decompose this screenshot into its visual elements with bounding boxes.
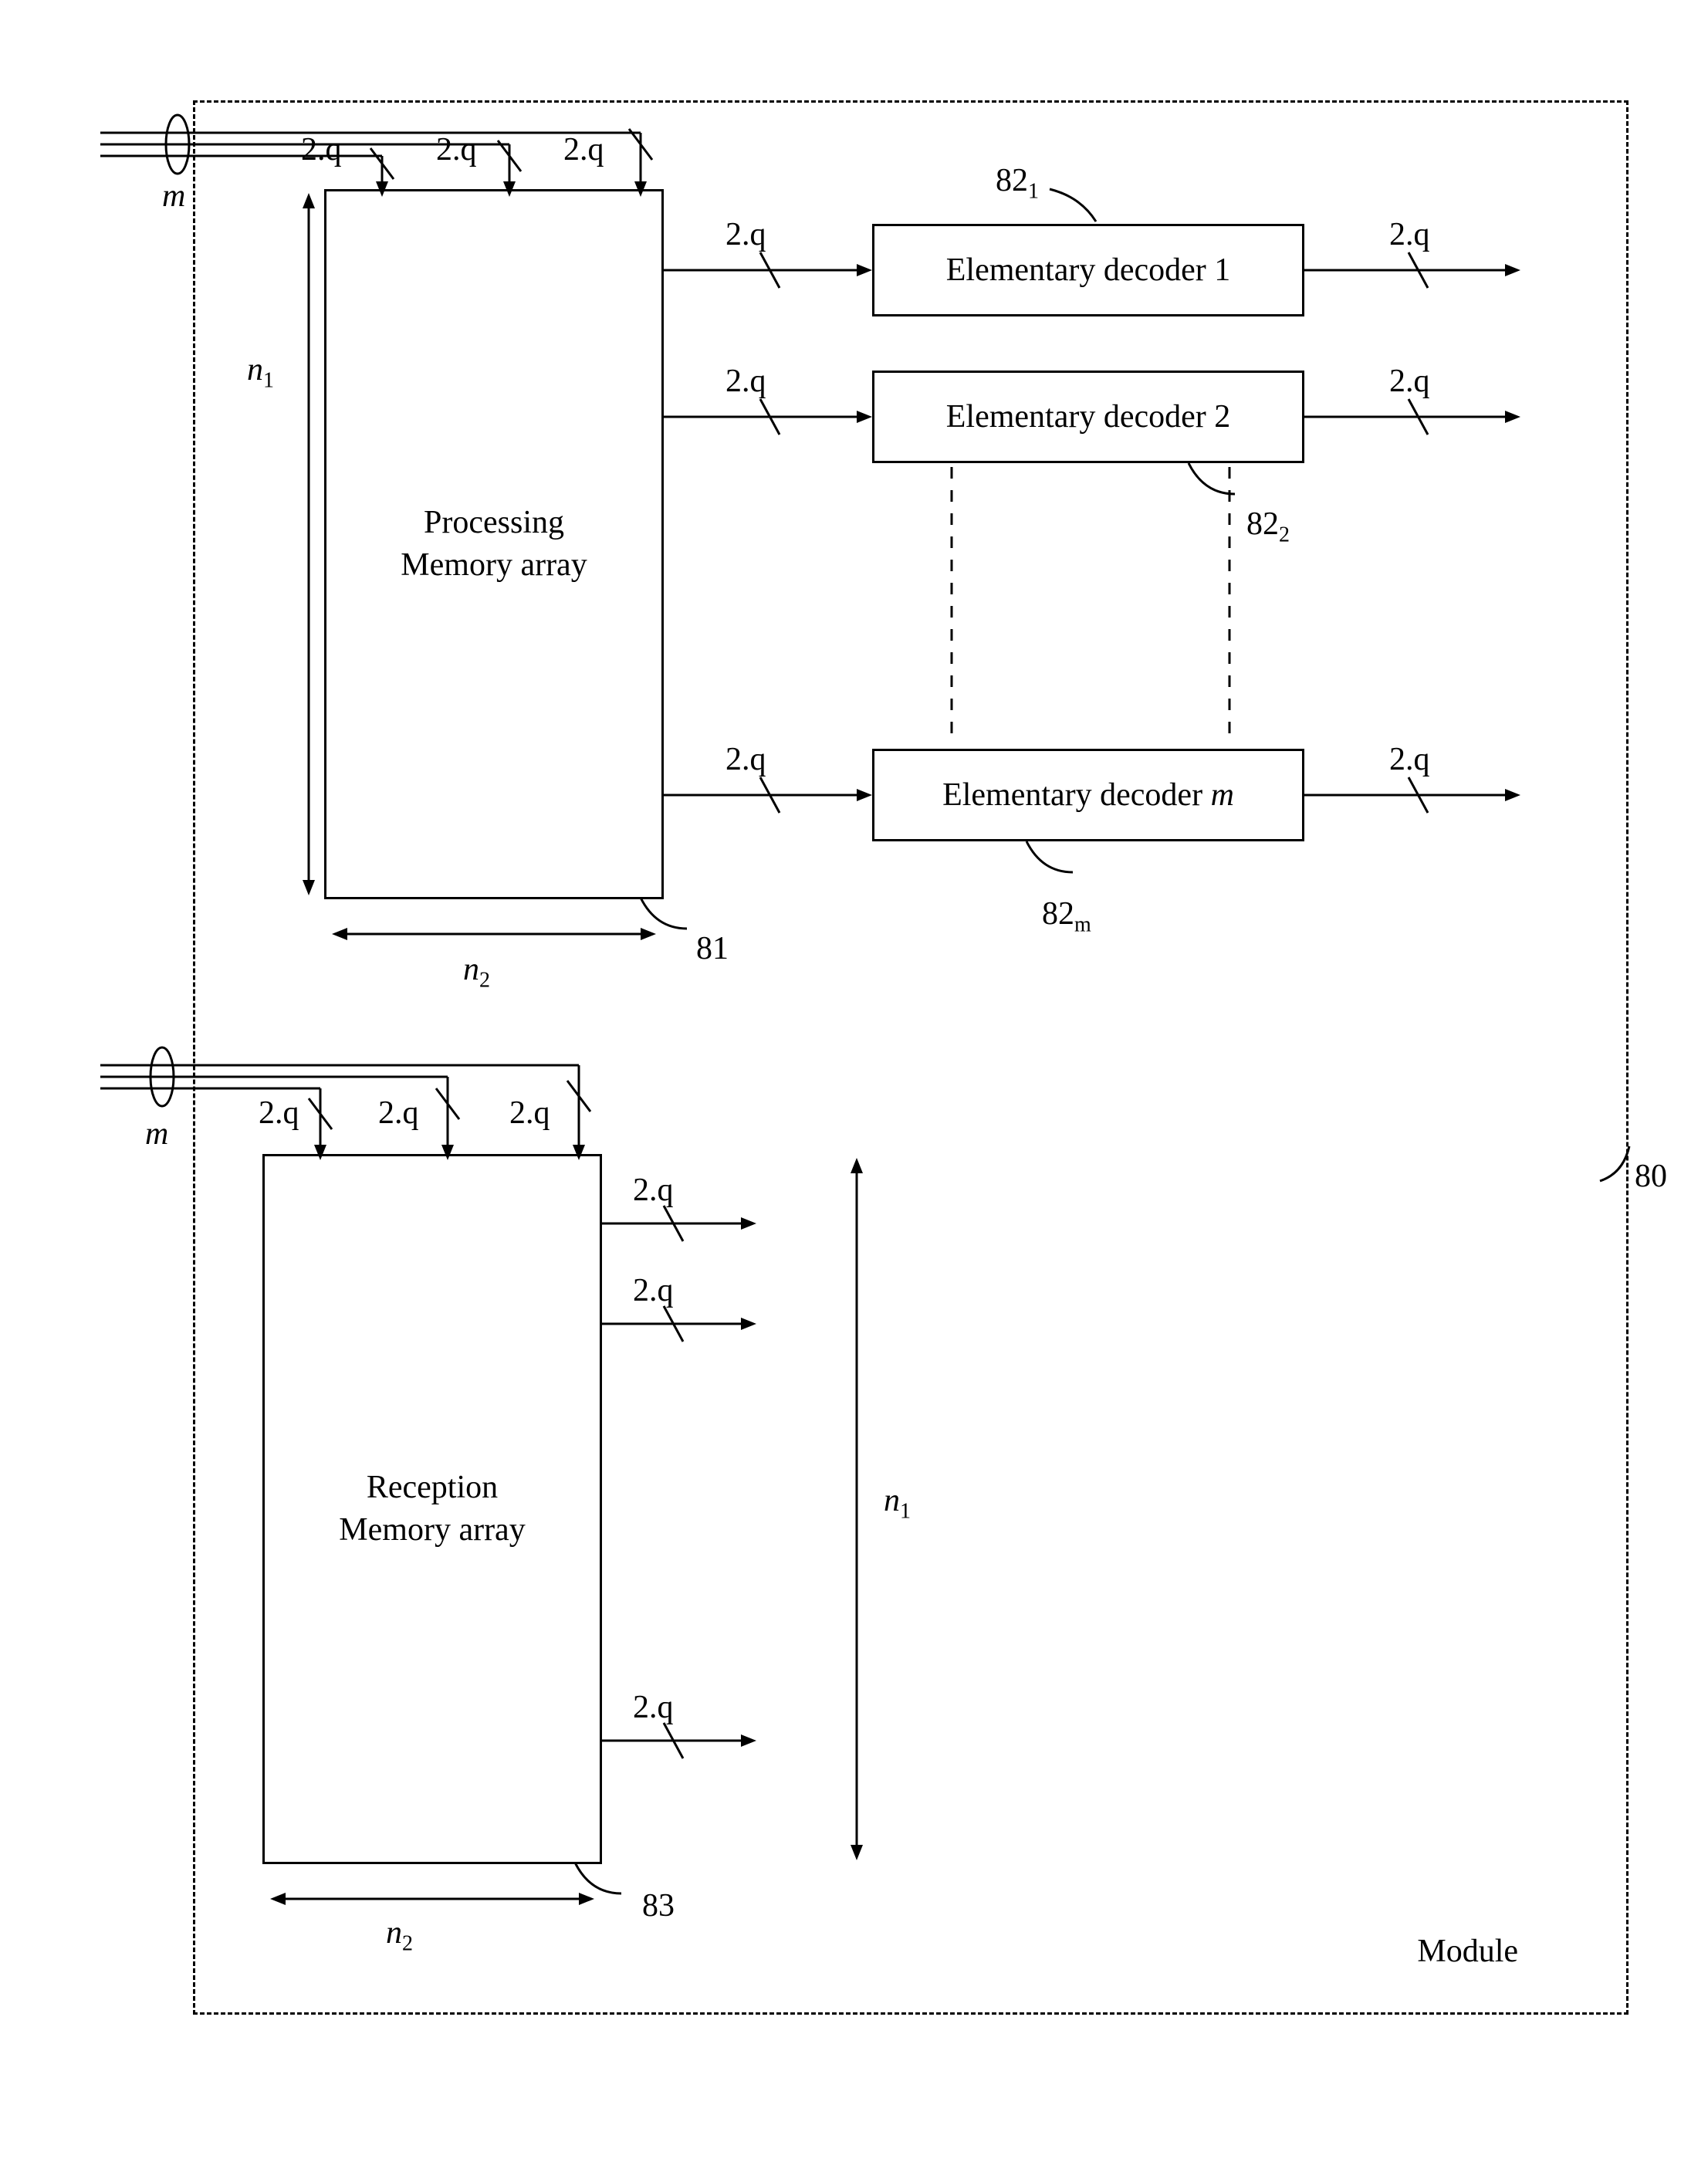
processing-input-width-1: 2.q bbox=[301, 131, 342, 168]
elementary-decoder-2-label: Elementary decoder 2 bbox=[946, 396, 1230, 438]
proc-to-dec2-width: 2.q bbox=[725, 363, 766, 400]
reception-array-ref: 83 bbox=[642, 1887, 675, 1924]
reception-out-2-width: 2.q bbox=[633, 1272, 674, 1309]
reception-dim-h-arrow bbox=[270, 1883, 594, 1914]
reception-memory-array-box: Reception Memory array bbox=[262, 1154, 602, 1864]
decoder-m-ref-curve bbox=[1026, 841, 1088, 888]
proc-to-decm-width: 2.q bbox=[725, 741, 766, 778]
proc-to-dec2-arrow bbox=[664, 405, 872, 428]
reception-out-1-width: 2.q bbox=[633, 1172, 674, 1209]
decoder-1-ref-curve bbox=[1050, 174, 1111, 224]
reception-input-count: m bbox=[145, 1115, 168, 1152]
processing-memory-array-label: Processing Memory array bbox=[401, 502, 587, 586]
decm-out-arrow bbox=[1304, 783, 1520, 807]
processing-input-width-2: 2.q bbox=[436, 131, 477, 168]
reception-dim-v-arrow bbox=[841, 1158, 872, 1860]
reception-out-3-width: 2.q bbox=[633, 1689, 674, 1726]
decoder-2-ref-curve bbox=[1189, 463, 1250, 509]
module-ref-curve bbox=[1600, 1146, 1646, 1193]
decm-out-width: 2.q bbox=[1389, 741, 1430, 778]
elementary-decoder-1-label: Elementary decoder 1 bbox=[946, 249, 1230, 292]
decoder-1-ref: 821 bbox=[996, 162, 1039, 204]
elementary-decoder-m-label: Elementary decoder m bbox=[942, 774, 1234, 817]
reception-memory-array-label: Reception Memory array bbox=[339, 1467, 525, 1551]
reception-dim-h-label: n2 bbox=[386, 1914, 413, 1956]
reception-input-width-1: 2.q bbox=[259, 1095, 299, 1132]
decoder-m-ref: 82m bbox=[1042, 895, 1091, 937]
dec2-out-width: 2.q bbox=[1389, 363, 1430, 400]
reception-out-1 bbox=[602, 1212, 756, 1235]
decoder-gap-dashed-2 bbox=[1226, 467, 1233, 745]
processing-array-ref: 81 bbox=[696, 930, 729, 967]
module-label: Module bbox=[1417, 1933, 1518, 1970]
processing-dim-v-arrow bbox=[293, 193, 324, 895]
proc-to-decm-arrow bbox=[664, 783, 872, 807]
reception-input-bundle bbox=[100, 1011, 602, 1162]
proc-to-dec1-width: 2.q bbox=[725, 216, 766, 253]
dec1-out-arrow bbox=[1304, 259, 1520, 282]
reception-out-3 bbox=[602, 1729, 756, 1752]
reception-input-width-3: 2.q bbox=[509, 1095, 550, 1132]
reception-input-width-2: 2.q bbox=[378, 1095, 419, 1132]
processing-memory-array-box: Processing Memory array bbox=[324, 189, 664, 899]
dec2-out-arrow bbox=[1304, 405, 1520, 428]
processing-dim-v-label: n1 bbox=[247, 351, 274, 393]
dec1-out-width: 2.q bbox=[1389, 216, 1430, 253]
decoder-2-ref: 822 bbox=[1246, 506, 1290, 547]
elementary-decoder-m-box: Elementary decoder m bbox=[872, 749, 1304, 841]
reception-out-2 bbox=[602, 1312, 756, 1335]
decoder-gap-dashed-1 bbox=[948, 467, 955, 745]
reception-dim-v-label: n1 bbox=[884, 1482, 911, 1524]
processing-dim-h-label: n2 bbox=[463, 951, 490, 993]
processing-input-count: m bbox=[162, 178, 185, 215]
elementary-decoder-1-box: Elementary decoder 1 bbox=[872, 224, 1304, 316]
elementary-decoder-2-box: Elementary decoder 2 bbox=[872, 371, 1304, 463]
proc-to-dec1-arrow bbox=[664, 259, 872, 282]
processing-dim-h-arrow bbox=[332, 919, 656, 949]
processing-input-width-3: 2.q bbox=[563, 131, 604, 168]
